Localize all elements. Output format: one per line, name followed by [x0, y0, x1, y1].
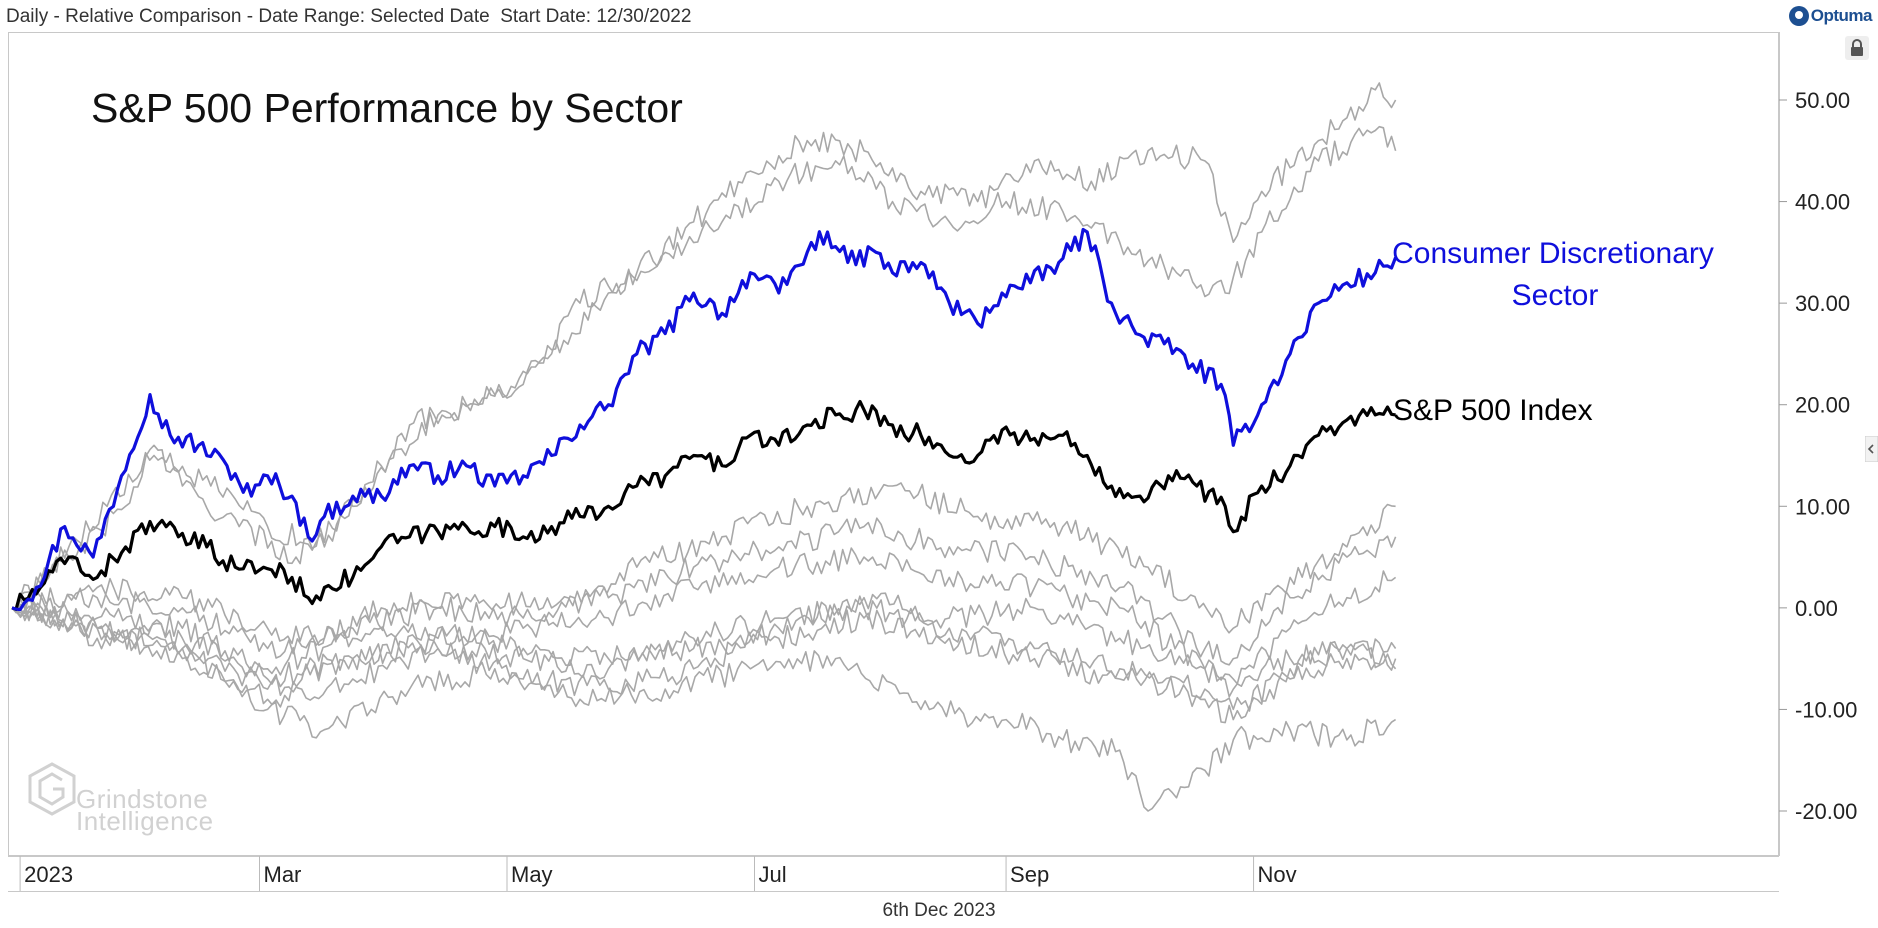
- series-line-sector-8: [11, 601, 1397, 712]
- y-tick-label: 50.00: [1795, 88, 1850, 113]
- optuma-logo: Optuma: [1788, 3, 1873, 29]
- y-tick-label: 20.00: [1795, 393, 1850, 418]
- series-line-sector-7: [11, 595, 1397, 724]
- x-axis-divider: [8, 856, 1779, 857]
- y-tick-label: 30.00: [1795, 291, 1850, 316]
- series-line-sector-6: [11, 547, 1397, 698]
- grindstone-watermark: Grindstone Intelligence: [28, 762, 238, 836]
- x-tick-label: Mar: [264, 862, 302, 887]
- y-tick-label: 40.00: [1795, 190, 1850, 215]
- lock-icon[interactable]: [1845, 36, 1869, 60]
- x-tick-label: May: [511, 862, 553, 887]
- footer-date: 6th Dec 2023: [882, 900, 996, 921]
- annotation-sector: Sector: [1512, 279, 1599, 312]
- series-line-sector-4: [11, 482, 1396, 646]
- series-line-sector-3: [11, 125, 1397, 609]
- chart-header: Daily - Relative Comparison - Date Range…: [0, 0, 1878, 32]
- x-tick-label: Nov: [1258, 862, 1297, 887]
- series-line-consumer-discretionary-sector: [11, 227, 1398, 612]
- series-line-s-p-500-index: [11, 399, 1396, 611]
- grindstone-logo-icon: [28, 762, 76, 816]
- series-line-sector-9: [11, 600, 1397, 812]
- x-tick-label: Jul: [759, 862, 787, 887]
- x-tick-label: Sep: [1010, 862, 1049, 887]
- y-tick-label: 0.00: [1795, 596, 1838, 621]
- series-line-sector-10: [11, 592, 1397, 708]
- x-axis-bottom-border: [8, 891, 1779, 892]
- optuma-logo-text: Optuma: [1810, 6, 1873, 25]
- chart-title: S&P 500 Performance by Sector: [91, 85, 683, 131]
- y-tick-label: -20.00: [1795, 799, 1857, 824]
- series-layer: [11, 82, 1398, 812]
- chart-settings-text: Daily - Relative Comparison - Date Range…: [6, 6, 692, 27]
- chart-canvas: -20.00 -10.00 0.00 10.00 20.00 30.00 40.00 50.0…: [11, 82, 1857, 891]
- annotation-consumer-discretionary: Consumer Discretionary: [1392, 237, 1714, 270]
- series-line-sector-5: [11, 517, 1397, 666]
- chevron-left-icon[interactable]: [1865, 436, 1878, 462]
- axis-layer: -20.00 -10.00 0.00 10.00 20.00 30.00 40.00 50.0…: [19, 88, 1857, 891]
- y-axis-divider: [1779, 32, 1780, 856]
- plot-area: [8, 32, 1779, 856]
- y-tick-label: 10.00: [1795, 494, 1850, 519]
- y-tick-label: -10.00: [1795, 697, 1857, 722]
- annotation-sp500-index: S&P 500 Index: [1393, 394, 1593, 427]
- x-tick-label: 2023: [24, 862, 73, 887]
- watermark-line-1: Grindstone: [76, 784, 209, 814]
- series-line-sector-2: [11, 82, 1397, 610]
- optuma-logo-icon: [1788, 6, 1809, 26]
- watermark-line-2: Intelligence: [76, 806, 214, 836]
